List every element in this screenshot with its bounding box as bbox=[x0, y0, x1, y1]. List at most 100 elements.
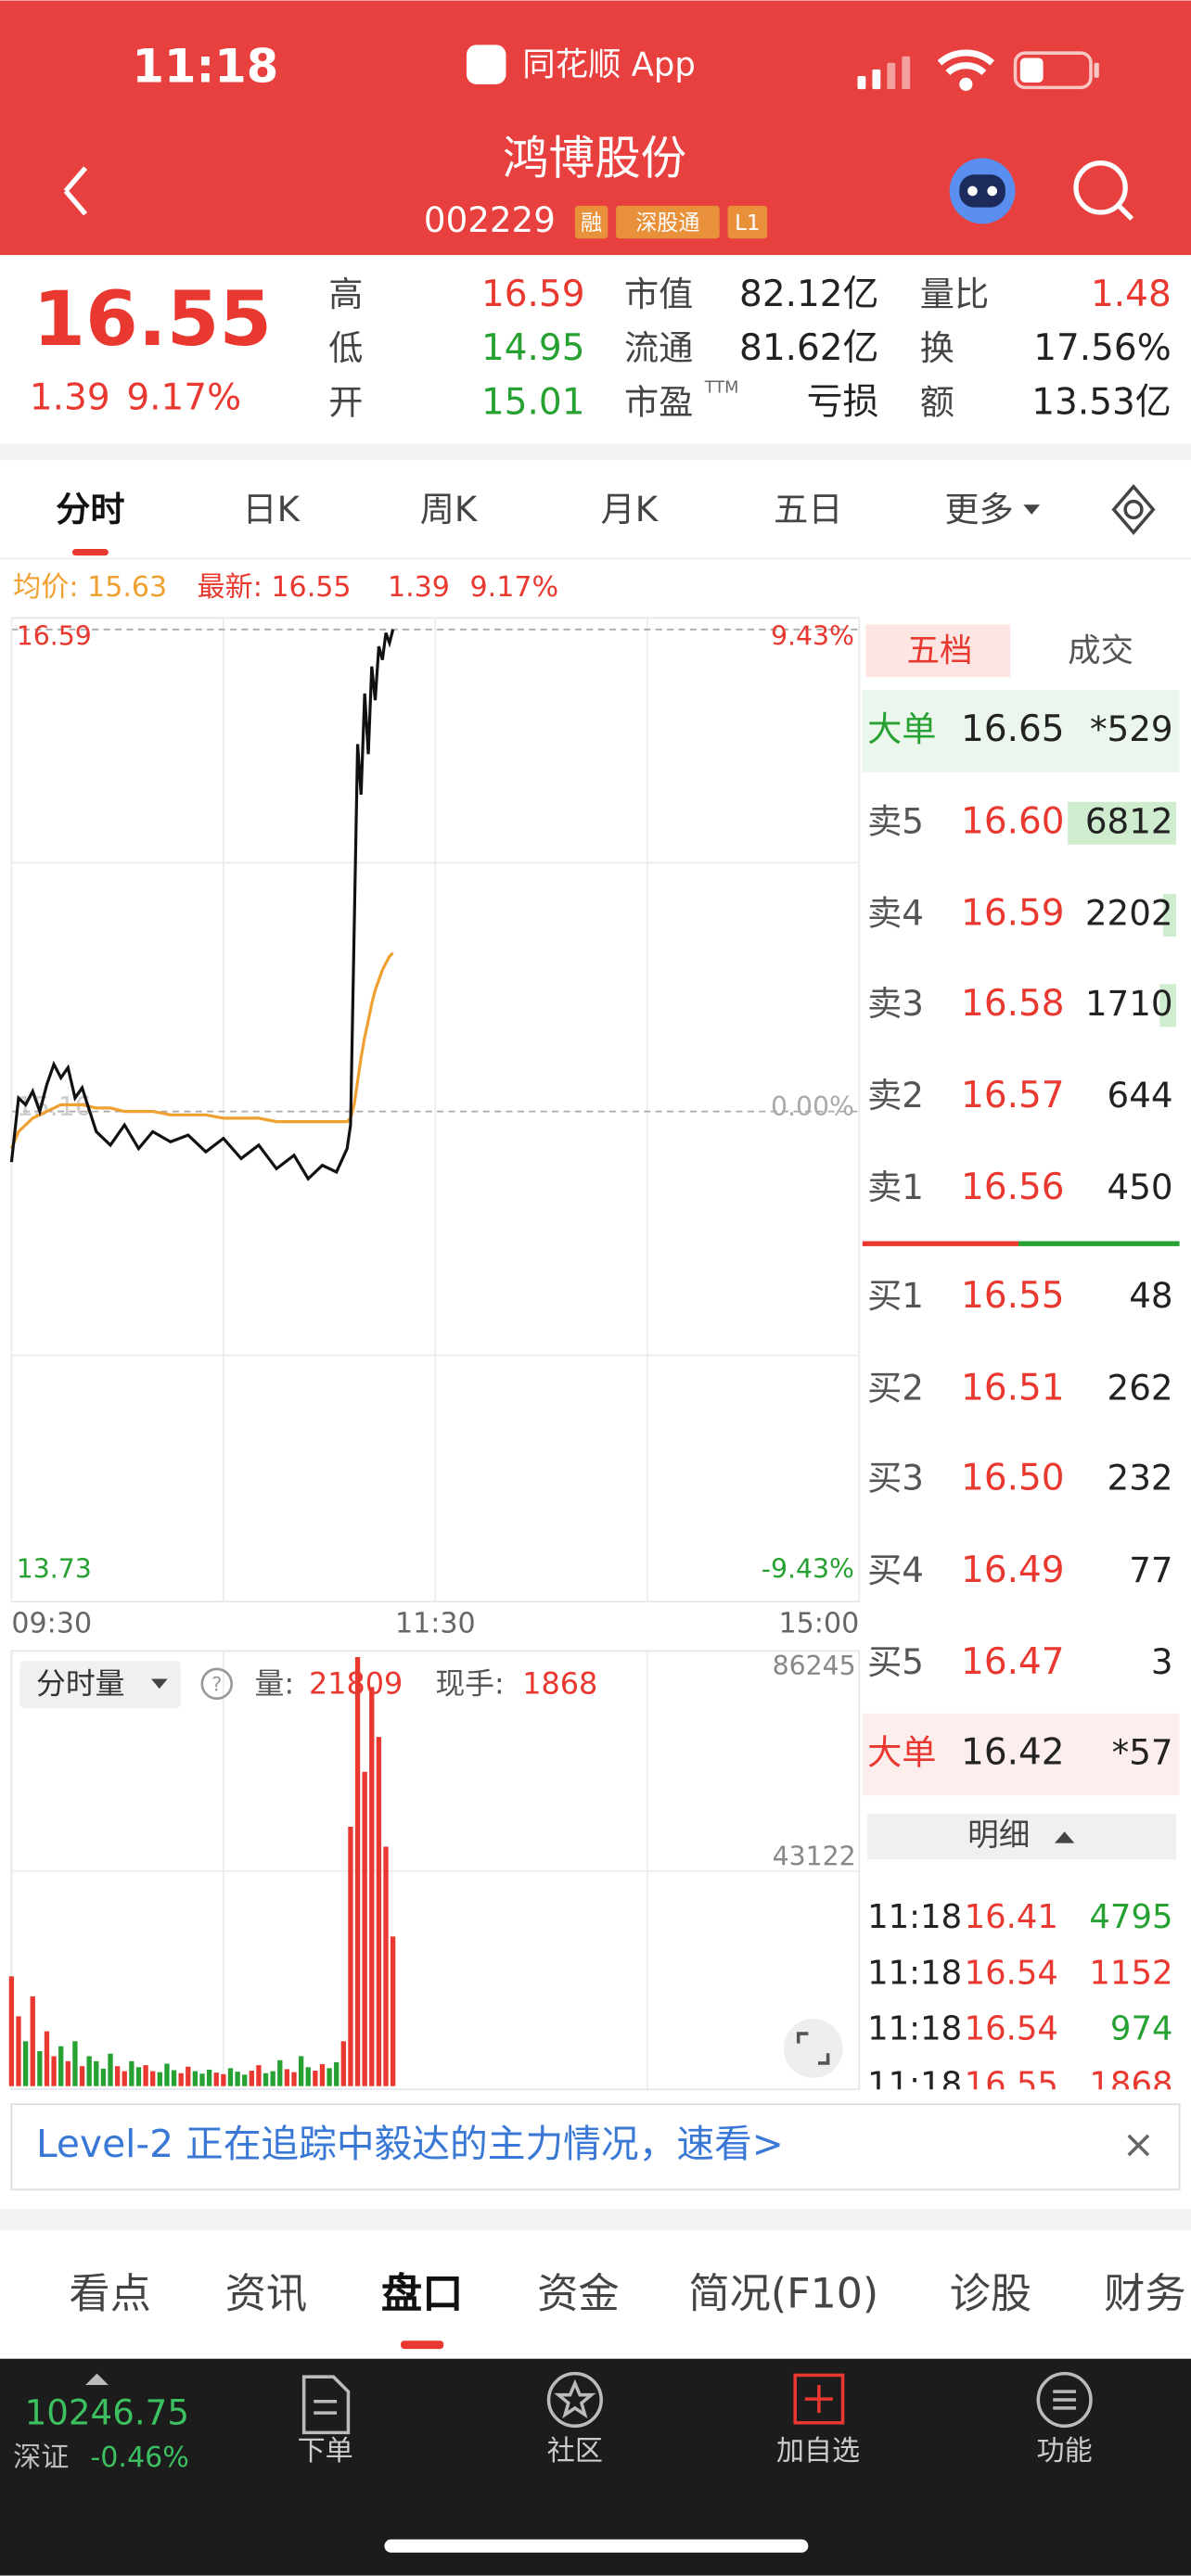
stat-label: 市盈 bbox=[624, 382, 693, 423]
expand-icon bbox=[796, 2032, 830, 2065]
section-tab[interactable]: 盘口 bbox=[381, 2270, 464, 2317]
vol-value: 21809 bbox=[309, 1666, 403, 1702]
help-icon[interactable] bbox=[200, 1667, 234, 1701]
nav-item[interactable]: 加自选 bbox=[776, 2435, 860, 2468]
section-tab[interactable]: 资金 bbox=[537, 2270, 620, 2317]
add-icon-plus bbox=[804, 2385, 833, 2414]
robot-icon[interactable] bbox=[949, 158, 1016, 224]
selector-box[interactable] bbox=[19, 1661, 181, 1709]
trade-time: 11:18 bbox=[867, 1898, 962, 1936]
book-price: 16.59 bbox=[961, 892, 1065, 934]
book-label: 大单 bbox=[867, 708, 936, 749]
volume-bar bbox=[369, 1687, 375, 2086]
trade-volume: 974 bbox=[1110, 2010, 1173, 2048]
tab[interactable]: 日K bbox=[242, 489, 301, 529]
settings-icon[interactable] bbox=[1111, 484, 1156, 536]
detail-bg[interactable] bbox=[867, 1813, 1177, 1860]
section-tab[interactable]: 财务 bbox=[1104, 2270, 1186, 2317]
separator bbox=[0, 443, 1191, 461]
index-arrow bbox=[85, 2373, 109, 2386]
volume-bar bbox=[51, 2056, 57, 2086]
volume-bar bbox=[44, 2031, 50, 2086]
selector[interactable]: 分时量 bbox=[36, 1666, 125, 1702]
book-tab[interactable]: 成交 bbox=[1068, 632, 1133, 670]
latest-change-pct: 9.17% bbox=[470, 571, 559, 604]
badge: 深股通 bbox=[635, 211, 699, 236]
volume-bar bbox=[86, 2056, 92, 2086]
price: 16.55 bbox=[32, 275, 272, 363]
volume-bar bbox=[94, 2060, 99, 2086]
book-volume: 644 bbox=[1108, 1075, 1173, 1116]
volume-bar bbox=[362, 1771, 367, 2086]
app-icon bbox=[466, 45, 506, 84]
volume-bar bbox=[143, 2065, 148, 2086]
nav-item[interactable]: 功能 bbox=[1037, 2435, 1093, 2468]
back-button[interactable] bbox=[63, 166, 88, 216]
tab[interactable]: 周K bbox=[420, 489, 479, 529]
stock-name: 鸿博股份 bbox=[503, 132, 686, 185]
nav-icons bbox=[301, 2371, 1093, 2435]
tab[interactable]: 五日 bbox=[774, 489, 842, 529]
banner[interactable] bbox=[10, 2103, 1181, 2191]
stat-value: 82.12亿 bbox=[739, 274, 878, 315]
book-volume: 450 bbox=[1108, 1167, 1173, 1207]
close-banner[interactable] bbox=[1127, 2134, 1150, 2157]
pct-label: -9.43% bbox=[762, 1554, 854, 1585]
chart-grid bbox=[11, 618, 860, 2090]
section-tab[interactable]: 资讯 bbox=[225, 2270, 308, 2317]
tab-indicator bbox=[71, 549, 109, 556]
volume-bar bbox=[291, 2072, 297, 2086]
expand-button[interactable] bbox=[783, 2019, 843, 2078]
stat-value: 81.62亿 bbox=[739, 327, 878, 369]
volume-bar bbox=[72, 2041, 78, 2086]
book-volume: 232 bbox=[1108, 1458, 1173, 1498]
nav-item[interactable]: 下单 bbox=[298, 2435, 353, 2468]
x-tick-label: 11:30 bbox=[395, 1608, 476, 1640]
tab[interactable]: 月K bbox=[601, 489, 660, 529]
section-tab[interactable]: 看点 bbox=[69, 2270, 151, 2317]
section-tab[interactable]: 诊股 bbox=[950, 2270, 1032, 2317]
book-price: 16.42 bbox=[961, 1731, 1065, 1773]
nav-item[interactable]: 社区 bbox=[547, 2435, 603, 2468]
big-order-bg bbox=[862, 1713, 1180, 1796]
trade-time: 11:18 bbox=[867, 2010, 962, 2048]
volume-bar bbox=[122, 2071, 127, 2086]
x-tick-label: 09:30 bbox=[11, 1608, 92, 1640]
book-tab[interactable]: 五档 bbox=[907, 632, 973, 670]
book-label: 卖5 bbox=[867, 800, 924, 841]
volume-bar bbox=[186, 2066, 191, 2086]
latest-info: 最新: 16.55 bbox=[198, 571, 352, 604]
tab[interactable]: 分时 bbox=[56, 489, 124, 529]
banner-text[interactable]: Level-2 正在追踪中毅达的主力情况，速看> bbox=[36, 2122, 784, 2166]
latest-change: 1.39 bbox=[388, 571, 450, 604]
trade-price: 16.41 bbox=[965, 1898, 1058, 1936]
change: 1.39 bbox=[30, 376, 110, 418]
badge-bg bbox=[616, 205, 720, 239]
index-value: 10246.75 bbox=[25, 2391, 189, 2432]
search-button[interactable] bbox=[1073, 160, 1134, 221]
trade-volume: 1152 bbox=[1089, 1954, 1172, 1992]
volume-bar bbox=[213, 2072, 219, 2086]
tab[interactable]: 更多 bbox=[944, 489, 1013, 529]
detail-label[interactable]: 明细 bbox=[967, 1817, 1030, 1853]
volume-bar bbox=[16, 2016, 21, 2086]
volume-bar bbox=[114, 2066, 121, 2086]
book-label: 买5 bbox=[867, 1641, 924, 1682]
book-volume: 262 bbox=[1108, 1367, 1173, 1408]
book-volume: 3 bbox=[1151, 1641, 1173, 1682]
volume-bar bbox=[108, 2053, 113, 2086]
volume-bar bbox=[192, 2071, 198, 2086]
book-volume: 2202 bbox=[1085, 892, 1173, 933]
pct-label: 9.43% bbox=[771, 621, 854, 652]
stat-sup: TTM bbox=[704, 378, 739, 397]
index-change: -0.46% bbox=[90, 2442, 188, 2474]
badge-bg bbox=[727, 205, 768, 239]
stat-label: 低 bbox=[328, 327, 363, 368]
section-tab[interactable]: 简况(F10) bbox=[688, 2270, 878, 2317]
help-mark: ? bbox=[211, 1674, 222, 1697]
tab-active-bg bbox=[865, 624, 1011, 678]
book-volume: 48 bbox=[1129, 1275, 1172, 1316]
add-icon bbox=[793, 2373, 845, 2425]
